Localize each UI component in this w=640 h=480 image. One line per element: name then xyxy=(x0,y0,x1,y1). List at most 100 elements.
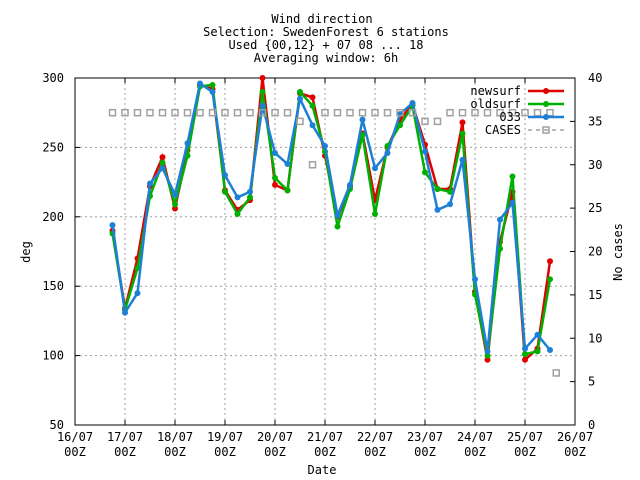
data-point xyxy=(484,348,491,355)
data-point xyxy=(547,258,553,265)
data-point xyxy=(534,348,541,355)
data-point xyxy=(171,108,179,117)
data-point xyxy=(247,194,253,201)
x-tick-label: 16/07 xyxy=(57,430,93,444)
data-point xyxy=(259,75,266,81)
data-point xyxy=(234,211,241,218)
data-point xyxy=(509,173,516,180)
data-point xyxy=(459,130,466,137)
legend-swatch-marker xyxy=(543,101,549,107)
data-point xyxy=(484,356,491,363)
data-point xyxy=(547,276,553,283)
chart-title: Wind direction Selection: SwedenForest 6… xyxy=(203,12,449,65)
data-point xyxy=(471,108,479,117)
data-point xyxy=(359,116,366,123)
data-point xyxy=(233,108,242,117)
data-point xyxy=(184,140,191,147)
data-point xyxy=(147,180,153,187)
data-point xyxy=(159,159,166,166)
data-point xyxy=(283,108,292,117)
data-point xyxy=(309,94,316,101)
data-point xyxy=(272,149,278,156)
data-point xyxy=(483,108,492,117)
data-point xyxy=(209,88,216,95)
y-tick-label: 200 xyxy=(42,210,64,224)
legend-label: newsurf xyxy=(470,84,521,98)
series-033 xyxy=(109,80,553,355)
x-tick-label: 00Z xyxy=(414,445,436,459)
y2-tick-label: 15 xyxy=(588,288,602,302)
x-tick-label: 21/07 xyxy=(307,430,343,444)
data-point xyxy=(183,108,192,117)
data-point xyxy=(508,108,517,117)
data-point xyxy=(246,108,254,117)
data-point xyxy=(533,108,542,117)
data-point xyxy=(459,119,466,126)
data-point xyxy=(333,108,342,117)
data-point xyxy=(396,108,404,117)
data-point xyxy=(284,161,291,168)
data-point xyxy=(196,108,204,117)
data-point xyxy=(358,108,367,117)
data-point xyxy=(446,108,454,117)
data-point xyxy=(158,108,167,117)
data-point xyxy=(297,95,303,102)
data-point xyxy=(334,212,341,219)
legend-label: 033 xyxy=(499,110,521,124)
y-tick-label: 300 xyxy=(42,71,64,85)
series-line xyxy=(111,81,551,352)
y2-axis-ticks: 0 5 10 15 20 25 30 35 40 xyxy=(570,71,602,432)
data-point xyxy=(208,108,217,117)
x-tick-label: 00Z xyxy=(464,445,486,459)
data-point xyxy=(234,194,241,201)
data-point xyxy=(421,117,429,126)
x-tick-label: 00Z xyxy=(214,445,236,459)
y2-tick-label: 30 xyxy=(588,158,602,172)
x-tick-label: 19/07 xyxy=(207,430,243,444)
data-point xyxy=(322,143,328,150)
data-point xyxy=(159,165,166,172)
data-point xyxy=(297,88,303,95)
data-point xyxy=(122,309,128,316)
data-point xyxy=(222,188,228,195)
data-point xyxy=(308,161,317,169)
data-point xyxy=(284,187,291,194)
x-tick-label: 00Z xyxy=(114,445,136,459)
data-point xyxy=(409,99,416,106)
data-point xyxy=(334,223,341,230)
x-axis-label: Date xyxy=(308,463,337,477)
x-tick-label: 20/07 xyxy=(257,430,293,444)
legend-swatch-marker xyxy=(543,114,549,120)
y2-tick-label: 5 xyxy=(588,375,595,389)
x-tick-label: 18/07 xyxy=(157,430,193,444)
data-point xyxy=(321,108,329,117)
x-tick-label: 17/07 xyxy=(107,430,143,444)
data-point xyxy=(522,345,528,352)
data-point xyxy=(383,108,392,117)
y2-tick-label: 20 xyxy=(588,245,602,259)
x-tick-label: 00Z xyxy=(314,445,336,459)
data-point xyxy=(521,108,529,117)
y-axis-label: deg xyxy=(19,241,33,263)
data-point xyxy=(222,172,228,179)
data-point xyxy=(247,188,253,195)
data-point xyxy=(309,102,316,109)
data-point xyxy=(497,216,503,223)
data-point xyxy=(458,108,467,117)
plot-frame xyxy=(74,77,576,426)
data-point xyxy=(159,154,166,161)
data-point xyxy=(459,156,466,163)
data-point xyxy=(134,290,141,297)
y-tick-label: 50 xyxy=(50,418,64,432)
y2-tick-label: 25 xyxy=(588,201,602,215)
x-tick-label: 00Z xyxy=(64,445,86,459)
legend-swatch-marker xyxy=(543,88,549,94)
data-point xyxy=(522,351,528,358)
title-line-2: Selection: SwedenForest 6 stations xyxy=(203,25,449,39)
series-newsurf xyxy=(109,75,553,363)
data-point xyxy=(146,108,154,117)
y-tick-label: 150 xyxy=(42,279,64,293)
y2-tick-label: 0 xyxy=(588,418,595,432)
